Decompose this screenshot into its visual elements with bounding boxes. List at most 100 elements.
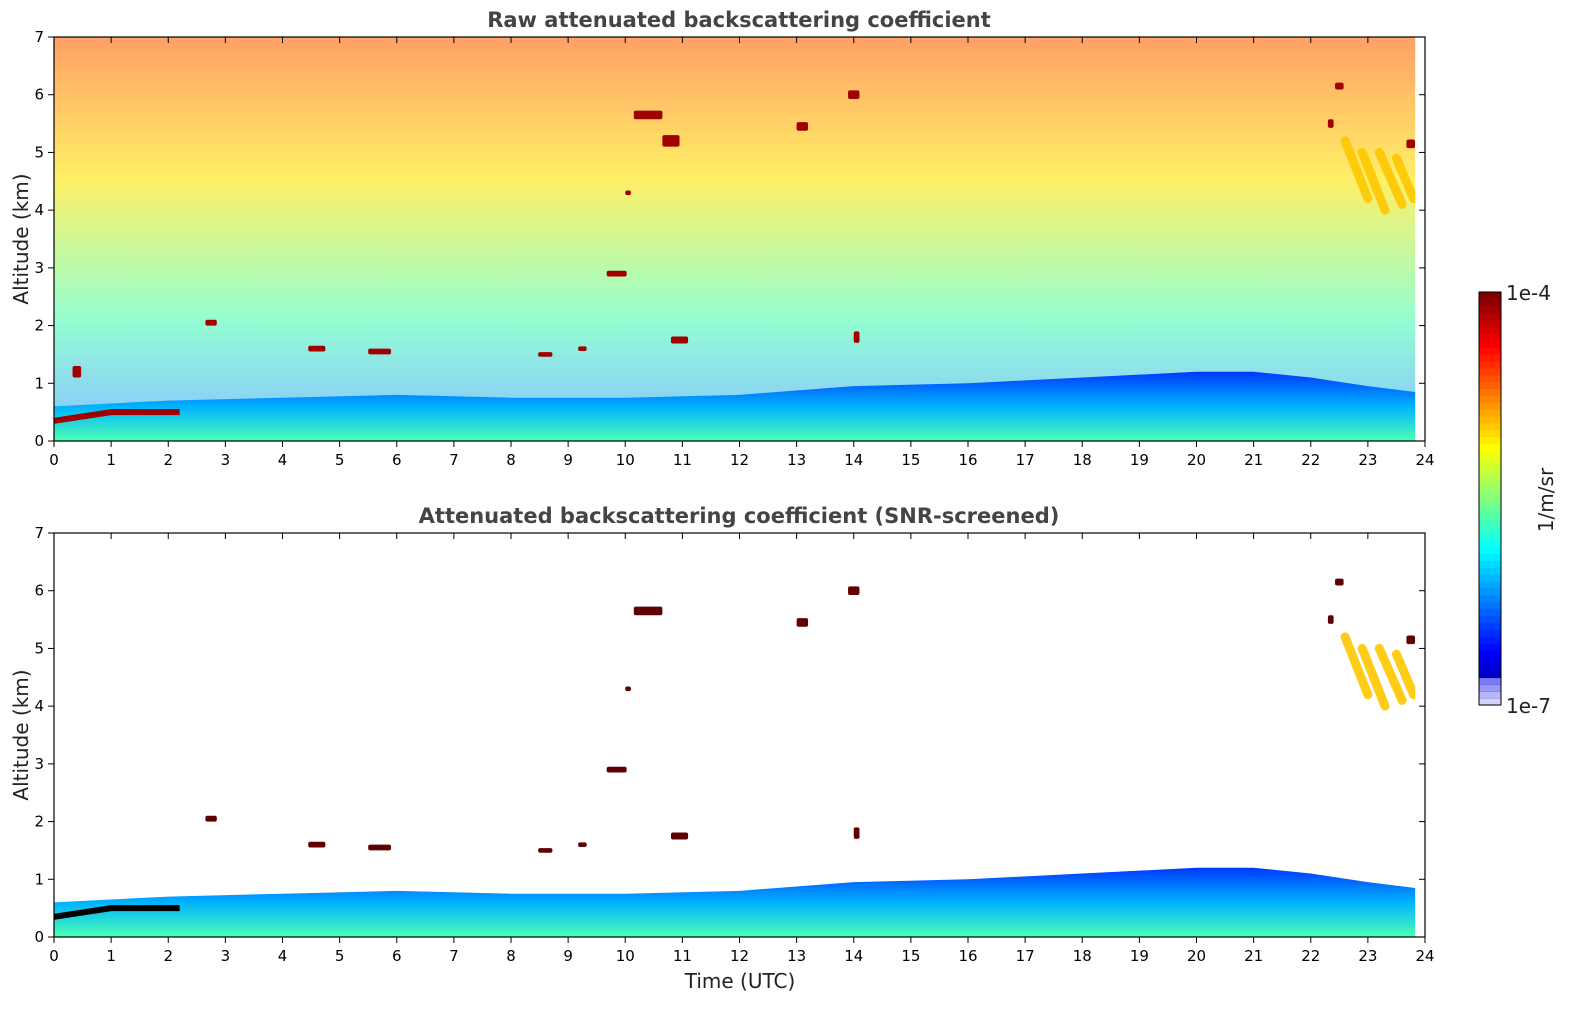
colorbar-segment: [1479, 698, 1501, 706]
x-tick-label: 15: [901, 451, 920, 469]
x-tick-label: 23: [1358, 451, 1377, 469]
cloud-patch: [1335, 578, 1344, 586]
cloud-patch: [1406, 635, 1416, 645]
colorbar-segment: [1479, 505, 1501, 513]
cloud-patch: [578, 346, 587, 351]
colorbar-segment: [1479, 491, 1501, 500]
cloud-patch: [633, 606, 663, 616]
x-tick-label: 13: [787, 947, 806, 965]
x-tick-label: 2: [163, 947, 173, 965]
x-tick-label: 19: [1130, 451, 1149, 469]
x-tick-label: 24: [1415, 451, 1434, 469]
cloud-patch: [670, 832, 689, 840]
x-tick-label: 14: [844, 947, 863, 965]
colorbar-segment: [1479, 519, 1501, 527]
x-tick-label: 16: [958, 451, 977, 469]
cirrus-band: [1374, 643, 1407, 705]
colorbar-segment: [1479, 539, 1501, 548]
x-tick-label: 19: [1130, 947, 1149, 965]
colorbar-segment: [1479, 649, 1501, 658]
no-data-region: [1415, 37, 1425, 441]
x-tick-label: 21: [1244, 947, 1263, 965]
x-tick-label: 0: [49, 947, 59, 965]
x-tick-label: 15: [901, 947, 920, 965]
x-tick-label: 22: [1301, 947, 1320, 965]
cloud-patch: [670, 336, 689, 344]
y-tick-label: 6: [34, 582, 44, 600]
y-tick-label: 6: [34, 86, 44, 104]
colorbar-segment: [1479, 601, 1501, 610]
cloud-patch: [308, 345, 326, 352]
cloud-patch: [625, 686, 631, 692]
colorbar-segment: [1479, 567, 1501, 575]
cloud-patch: [538, 848, 553, 853]
colorbar-segment: [1479, 670, 1501, 679]
colorbar-segment: [1479, 636, 1501, 644]
cloud-patch: [662, 135, 680, 147]
colorbar-segment: [1479, 643, 1501, 651]
x-tick-label: 4: [278, 947, 288, 965]
x-tick-label: 1: [106, 947, 116, 965]
cloud-patch: [578, 842, 587, 847]
cloud-patch: [308, 841, 326, 848]
y-tick-label: 0: [34, 928, 44, 946]
x-tick-label: 18: [1073, 947, 1092, 965]
cloud-patch: [368, 844, 392, 851]
x-tick-label: 10: [616, 451, 635, 469]
y-tick-label: 2: [34, 317, 44, 335]
colorbar-segment: [1479, 691, 1501, 699]
x-tick-label: 14: [844, 451, 863, 469]
x-tick-label: 12: [730, 451, 749, 469]
colorbar-segment: [1479, 498, 1501, 506]
cloud-patch: [205, 319, 217, 326]
cloud-patch: [368, 348, 392, 355]
y-tick-label: 4: [34, 697, 44, 715]
y-tick-label: 1: [34, 870, 44, 888]
y-tick-label: 5: [34, 143, 44, 161]
cloud-patch: [853, 331, 860, 343]
y-tick-label: 7: [34, 28, 44, 46]
x-tick-label: 8: [506, 451, 516, 469]
bottom-plot-title: Attenuated backscattering coefficient (S…: [418, 504, 1060, 528]
colorbar-segment: [1479, 594, 1501, 603]
colorbar-segment: [1479, 512, 1501, 520]
cloud-patch: [606, 766, 627, 773]
x-tick-label: 20: [1187, 947, 1206, 965]
colorbar-segment: [1479, 608, 1501, 617]
x-tick-label: 6: [392, 451, 402, 469]
x-tick-label: 17: [1016, 451, 1035, 469]
cloud-patch: [1327, 119, 1334, 128]
cirrus-band: [1340, 632, 1373, 700]
colorbar-segment: [1479, 574, 1501, 582]
colorbar-segment: [1479, 677, 1501, 685]
cloud-patch: [72, 365, 82, 378]
cloud-patch: [1406, 139, 1416, 149]
y-tick-label: 4: [34, 201, 44, 219]
x-tick-label: 9: [563, 451, 573, 469]
colorbar-segment: [1479, 553, 1501, 562]
colorbar-segment: [1479, 663, 1501, 672]
x-tick-label: 7: [449, 947, 459, 965]
top-heatmap-plot: 0 1 2 3 4 5 6 7 8 9 10 11 12 13 14 15 16 17 18 19 20 21 22 23 24…: [34, 28, 1434, 469]
y-tick-label: 5: [34, 639, 44, 657]
top-low-cloud-layer: [53, 409, 180, 424]
x-tick-label: 10: [616, 947, 635, 965]
x-axis-label: Time (UTC): [684, 969, 796, 993]
y-tick-label: 7: [34, 524, 44, 542]
x-tick-label: 1: [106, 451, 116, 469]
x-tick-label: 11: [673, 451, 692, 469]
colorbar-segment: [1479, 587, 1501, 596]
y-tick-label: 1: [34, 374, 44, 392]
x-tick-label: 21: [1244, 451, 1263, 469]
colorbar-min-label: 1e-7: [1506, 694, 1551, 718]
cloud-patch: [633, 110, 663, 120]
cloud-patch: [796, 618, 809, 627]
cloud-patch: [796, 122, 809, 131]
cloud-patch: [848, 586, 860, 596]
cloud-patch: [625, 190, 631, 196]
x-tick-label: 18: [1073, 451, 1092, 469]
cirrus-band: [1374, 147, 1407, 209]
colorbar-segment: [1479, 532, 1501, 541]
colorbar-segment: [1479, 684, 1501, 692]
